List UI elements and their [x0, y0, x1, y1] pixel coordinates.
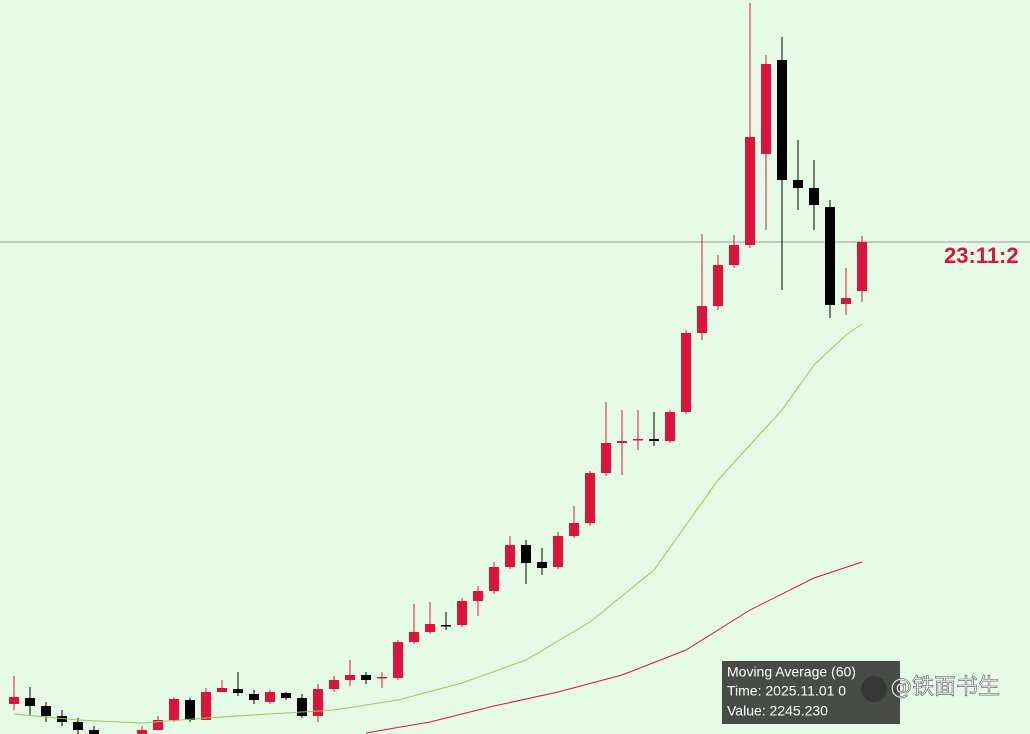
candle-body — [553, 536, 563, 567]
candle-body — [713, 265, 723, 306]
plot — [0, 3, 1030, 734]
candle-body — [521, 545, 531, 563]
tooltip-time: Time: 2025.11.01 0 — [727, 683, 846, 699]
candle-body — [537, 562, 547, 568]
candle-body — [761, 64, 771, 154]
candle-body — [281, 693, 291, 698]
candle-body — [777, 60, 787, 180]
candle-body — [345, 675, 355, 680]
watermark-text: @铁面书生 — [890, 675, 1000, 700]
candle-body — [489, 567, 499, 591]
candle-body — [601, 443, 611, 473]
candle-body — [89, 730, 99, 734]
candle-body — [617, 441, 627, 443]
candle-body — [313, 689, 323, 716]
candle-body — [137, 730, 147, 734]
candle-body — [633, 439, 643, 441]
moving-average-line — [365, 561, 863, 734]
candle-body — [361, 675, 371, 680]
candle-body — [265, 692, 275, 702]
candle-body — [569, 523, 579, 536]
candle-body — [729, 245, 739, 265]
candle-body — [169, 699, 179, 720]
candle-body — [457, 601, 467, 625]
candle-body — [329, 680, 339, 689]
candle-body — [473, 591, 483, 601]
candle-body — [793, 180, 803, 188]
candle-body — [217, 688, 227, 692]
candle-body — [681, 333, 691, 412]
tooltip-title: Moving Average (60) — [727, 664, 856, 680]
tooltip: Moving Average (60) Time: 2025.11.01 0 V… — [722, 661, 900, 724]
candle-body — [377, 677, 387, 679]
candle-body — [153, 720, 163, 730]
candle-body — [441, 625, 451, 627]
candle-body — [825, 207, 835, 305]
watermark: @铁面书生 — [861, 675, 1000, 702]
candle-body — [233, 689, 243, 693]
moving-average-line — [13, 323, 863, 724]
candle-body — [201, 692, 211, 720]
candle-body — [249, 694, 259, 700]
candle-body — [393, 642, 403, 678]
candle-body — [73, 722, 83, 730]
candle-body — [409, 632, 419, 642]
candle-body — [809, 188, 819, 205]
countdown-label: 23:11:2 — [944, 243, 1019, 268]
candle-body — [841, 298, 851, 304]
candle-body — [425, 624, 435, 632]
candle-body — [745, 137, 755, 245]
candle-body — [649, 439, 659, 441]
candle-body — [505, 545, 515, 567]
candle-body — [665, 412, 675, 441]
candle-body — [185, 700, 195, 720]
candle-body — [9, 697, 19, 704]
candle-body — [25, 698, 35, 706]
watermark-icon — [861, 676, 887, 702]
candle-body — [697, 306, 707, 333]
candle-body — [297, 698, 307, 716]
tooltip-value: Value: 2245.230 — [727, 703, 828, 719]
candle-body — [857, 242, 867, 291]
candle-body — [41, 706, 51, 716]
candle-body — [585, 473, 595, 523]
